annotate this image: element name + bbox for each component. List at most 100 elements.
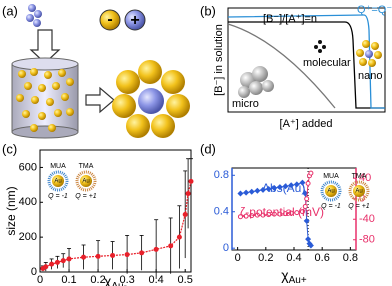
data-point [54, 259, 60, 265]
data-point [168, 243, 174, 249]
data-point [237, 190, 244, 197]
inset-ligand: MUA [323, 173, 339, 180]
data-point [276, 184, 283, 191]
x-axis-label: χAu+ [281, 267, 307, 286]
inset-charge: Q = -1 [321, 203, 341, 210]
y-tick-label: 0.8 [214, 169, 229, 181]
y-tick-label: 0.4 [214, 206, 229, 218]
inset-core-label: Au [327, 189, 334, 195]
y-tick-label: 600 [19, 161, 37, 173]
y-axis-label: size (nm) [4, 186, 18, 235]
data-point [266, 212, 272, 218]
data-point [307, 242, 314, 249]
inset-charge: Q = +1 [75, 193, 97, 200]
data-point [43, 264, 49, 270]
panel-label: (b) [200, 3, 216, 18]
y2-tick-label: -80 [359, 234, 375, 246]
x-tick-label: 0.3 [119, 274, 134, 286]
data-point [185, 191, 191, 197]
data-point [308, 170, 314, 176]
data-point [243, 213, 249, 219]
x-tick-label: 0.8 [343, 252, 358, 264]
data-point [182, 211, 188, 217]
data-point [81, 254, 87, 260]
x-tick-label: 0 [235, 252, 241, 264]
data-point [260, 186, 266, 193]
y-tick-label: 0 [31, 266, 37, 278]
legend-label: ζ-potential (mV) [240, 205, 324, 219]
data-point [243, 189, 250, 196]
data-point [110, 252, 116, 258]
inset-core [80, 175, 92, 187]
data-point [299, 209, 305, 215]
inset-core-label: Au [82, 179, 89, 185]
plus-sign: + [130, 12, 139, 29]
x-tick-label: 0.6 [315, 252, 330, 264]
data-point [49, 261, 55, 267]
legend-label: Abs(Au) [262, 181, 305, 195]
data-point [288, 210, 294, 216]
data-point [305, 180, 311, 186]
inset-core [353, 185, 365, 197]
data-point [288, 182, 295, 189]
x-tick-label: 0.2 [258, 252, 273, 264]
data-point [254, 212, 260, 218]
panel-label: (c) [2, 141, 17, 156]
inset-charge: Q = -1 [48, 193, 68, 200]
data-point [302, 203, 308, 209]
inset-core [325, 185, 337, 197]
x-label-symbol: χ [104, 273, 112, 286]
inset-ligand: TMA [79, 163, 94, 170]
data-point [303, 217, 310, 224]
data-point [66, 256, 72, 262]
inset-particle [348, 180, 370, 202]
panel-b: [B⁻]/[A⁺]=n Q⁺=Q⁻ molecular nano micro [… [213, 4, 392, 130]
data-point [153, 246, 159, 252]
y2-tick-label: -40 [359, 213, 375, 225]
nano-label: nano [358, 70, 382, 82]
inset-ligand: MUA [50, 163, 66, 170]
y-tick-label: 200 [19, 231, 37, 243]
x-label-subscript: Au- [111, 281, 127, 286]
data-point [248, 188, 255, 195]
inset-particle [320, 180, 342, 202]
data-point [188, 178, 194, 184]
x-tick-label: 0.4 [149, 274, 164, 286]
x-tick-label: 0.5 [178, 274, 193, 286]
neutral-label: Q⁺=Q⁻ [357, 4, 392, 16]
data-point [293, 181, 300, 188]
plot-frame [39, 149, 192, 273]
x-tick-label: 0.2 [90, 274, 105, 286]
minus-sign: - [107, 11, 112, 28]
molecular-label: molecular [303, 57, 351, 69]
ratio-label: [B⁻]/[A⁺]=n [263, 13, 317, 25]
data-point [271, 211, 277, 217]
data-point [176, 234, 182, 240]
x-label-symbol: χ [281, 267, 289, 283]
inset-charge: Q = +1 [348, 203, 370, 210]
data-point [304, 196, 310, 202]
data-point [60, 258, 66, 264]
x-tick-label: 0 [37, 274, 43, 286]
y-tick-label: 400 [19, 196, 37, 208]
panel-a: - + [11, 4, 190, 139]
data-point [282, 183, 289, 190]
data-point [95, 253, 101, 259]
data-point [277, 211, 283, 217]
x-axis-label: χAu- [104, 273, 127, 286]
inset-ligand: TMA [352, 173, 367, 180]
x-tick-label: 0.4 [286, 252, 301, 264]
x-tick-label: 0.1 [61, 274, 76, 286]
panel-label: (d) [200, 141, 216, 156]
inset-particle [75, 170, 97, 192]
data-point [254, 187, 261, 194]
data-point [305, 236, 312, 243]
inset-core [52, 175, 64, 187]
panel-label: (a) [2, 3, 18, 18]
data-point [124, 252, 130, 258]
data-point [237, 214, 243, 220]
data-point [299, 179, 306, 186]
data-point [271, 185, 278, 192]
data-point [283, 211, 289, 217]
